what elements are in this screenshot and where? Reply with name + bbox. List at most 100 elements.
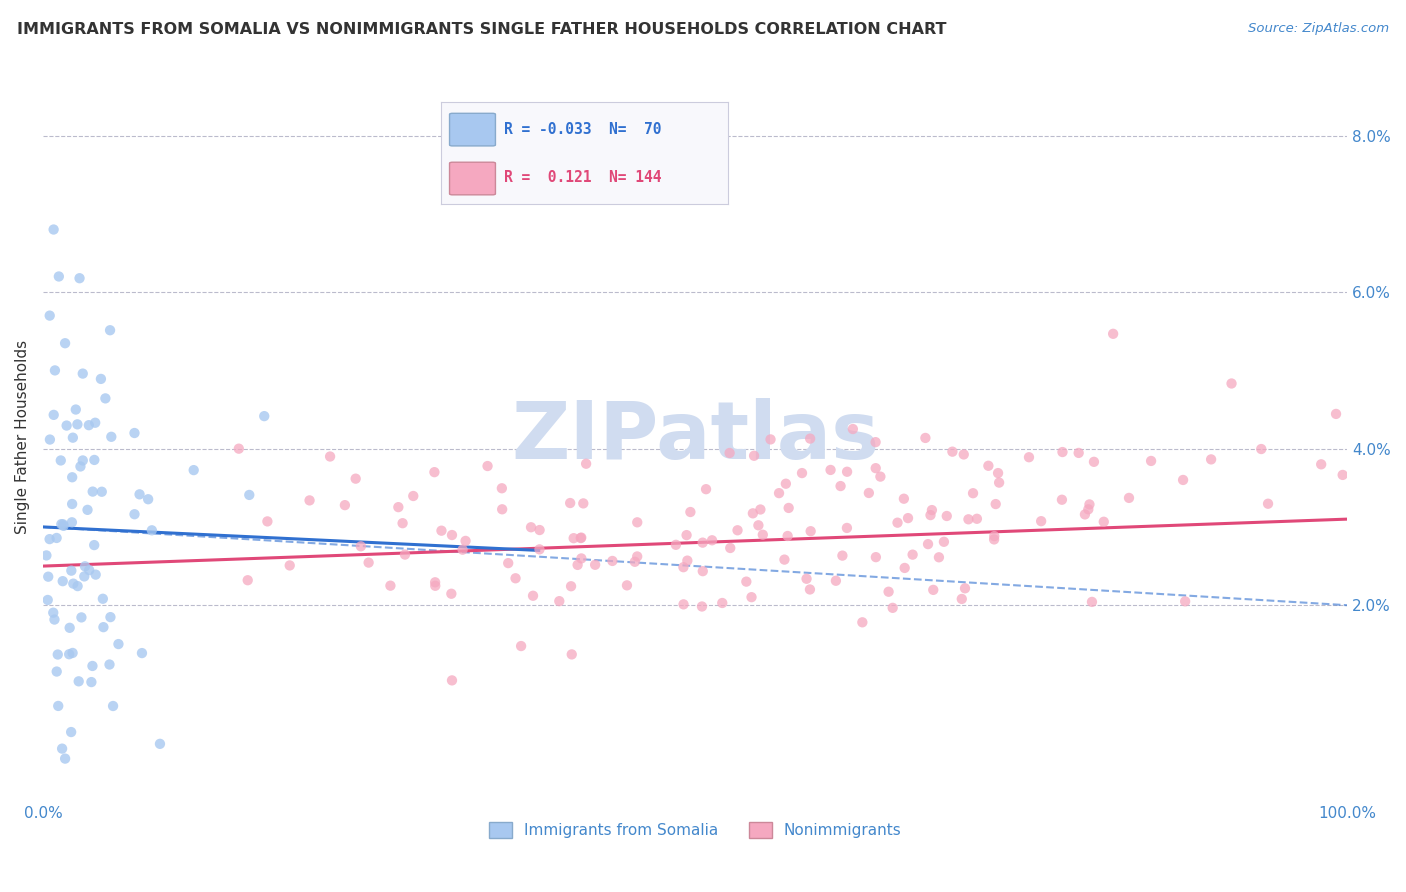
Point <box>62 576 84 591</box>
Point <box>983 533 1005 547</box>
Point <box>51 517 73 532</box>
Point <box>752 527 775 541</box>
Point <box>93 620 115 634</box>
Point <box>38 433 60 447</box>
Point <box>1102 326 1125 341</box>
Point <box>83 453 105 467</box>
Point <box>735 574 758 589</box>
Point <box>984 497 1007 511</box>
Y-axis label: Single Father Households: Single Father Households <box>15 340 30 534</box>
Point <box>825 574 848 588</box>
Point <box>665 538 688 552</box>
Point <box>560 579 582 593</box>
Point <box>759 433 782 447</box>
Point <box>90 484 112 499</box>
Point <box>922 582 945 597</box>
Point <box>690 599 713 614</box>
Point <box>42 408 65 422</box>
Text: IMMIGRANTS FROM SOMALIA VS NONIMMIGRANTS SINGLE FATHER HOUSEHOLDS CORRELATION CH: IMMIGRANTS FROM SOMALIA VS NONIMMIGRANTS… <box>17 22 946 37</box>
Point <box>77 418 100 433</box>
Point <box>882 600 904 615</box>
Point <box>773 552 796 566</box>
Point <box>98 323 121 337</box>
Point <box>253 409 276 424</box>
Point <box>966 512 988 526</box>
Point <box>84 416 107 430</box>
Point <box>90 372 112 386</box>
Point <box>53 336 76 351</box>
Point <box>800 524 823 539</box>
Point <box>562 531 585 545</box>
Point <box>790 466 813 480</box>
Point <box>831 549 853 563</box>
Point <box>42 606 65 620</box>
Point <box>72 367 94 381</box>
Point <box>278 558 301 573</box>
Point <box>496 556 519 570</box>
Point <box>1310 458 1333 472</box>
Point <box>983 529 1005 543</box>
Point <box>1083 455 1105 469</box>
Point <box>298 493 321 508</box>
Point <box>477 458 499 473</box>
Point <box>69 459 91 474</box>
Point <box>858 486 880 500</box>
Point <box>440 528 463 542</box>
Point <box>73 569 96 583</box>
Point <box>742 449 765 463</box>
Point <box>70 610 93 624</box>
Point <box>886 516 908 530</box>
Point <box>505 571 527 585</box>
Point <box>572 496 595 510</box>
Point <box>1220 376 1243 391</box>
Point <box>741 506 763 520</box>
Point <box>52 519 75 533</box>
Point <box>60 564 83 578</box>
Point <box>567 558 589 572</box>
Point <box>679 505 702 519</box>
Point <box>319 450 342 464</box>
Point <box>776 529 799 543</box>
Point <box>869 469 891 483</box>
Point <box>672 598 695 612</box>
Point <box>626 516 648 530</box>
Point <box>672 560 695 574</box>
Point <box>183 463 205 477</box>
Point <box>1118 491 1140 505</box>
Point <box>83 538 105 552</box>
Point <box>1140 454 1163 468</box>
Point <box>59 621 82 635</box>
Point <box>136 492 159 507</box>
Point <box>778 500 800 515</box>
Point <box>72 453 94 467</box>
Point <box>38 309 60 323</box>
Point <box>454 533 477 548</box>
Point <box>53 751 76 765</box>
Point <box>950 591 973 606</box>
Point <box>131 646 153 660</box>
Point <box>402 489 425 503</box>
Point <box>94 392 117 406</box>
Point <box>60 470 83 484</box>
Point <box>616 578 638 592</box>
Point <box>387 500 409 515</box>
Point <box>1031 514 1053 528</box>
Point <box>440 587 463 601</box>
Point <box>51 741 73 756</box>
Point <box>73 559 96 574</box>
Point <box>796 572 818 586</box>
Point <box>52 574 75 589</box>
Point <box>569 551 592 566</box>
Point <box>423 575 446 590</box>
Point <box>1050 492 1073 507</box>
Point <box>76 503 98 517</box>
Point <box>893 491 915 506</box>
Point <box>747 518 769 533</box>
Point <box>953 582 976 596</box>
Point <box>1171 473 1194 487</box>
Point <box>1067 446 1090 460</box>
Point <box>928 550 950 565</box>
Point <box>676 553 699 567</box>
Point <box>84 567 107 582</box>
Point <box>62 646 84 660</box>
